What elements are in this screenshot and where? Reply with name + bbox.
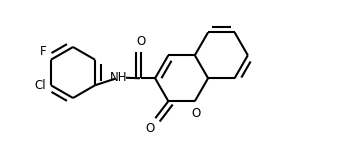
Text: F: F: [40, 45, 47, 58]
Text: NH: NH: [110, 71, 128, 84]
Text: O: O: [136, 35, 146, 48]
Text: Cl: Cl: [34, 79, 46, 92]
Text: O: O: [145, 122, 154, 135]
Text: O: O: [191, 107, 200, 120]
